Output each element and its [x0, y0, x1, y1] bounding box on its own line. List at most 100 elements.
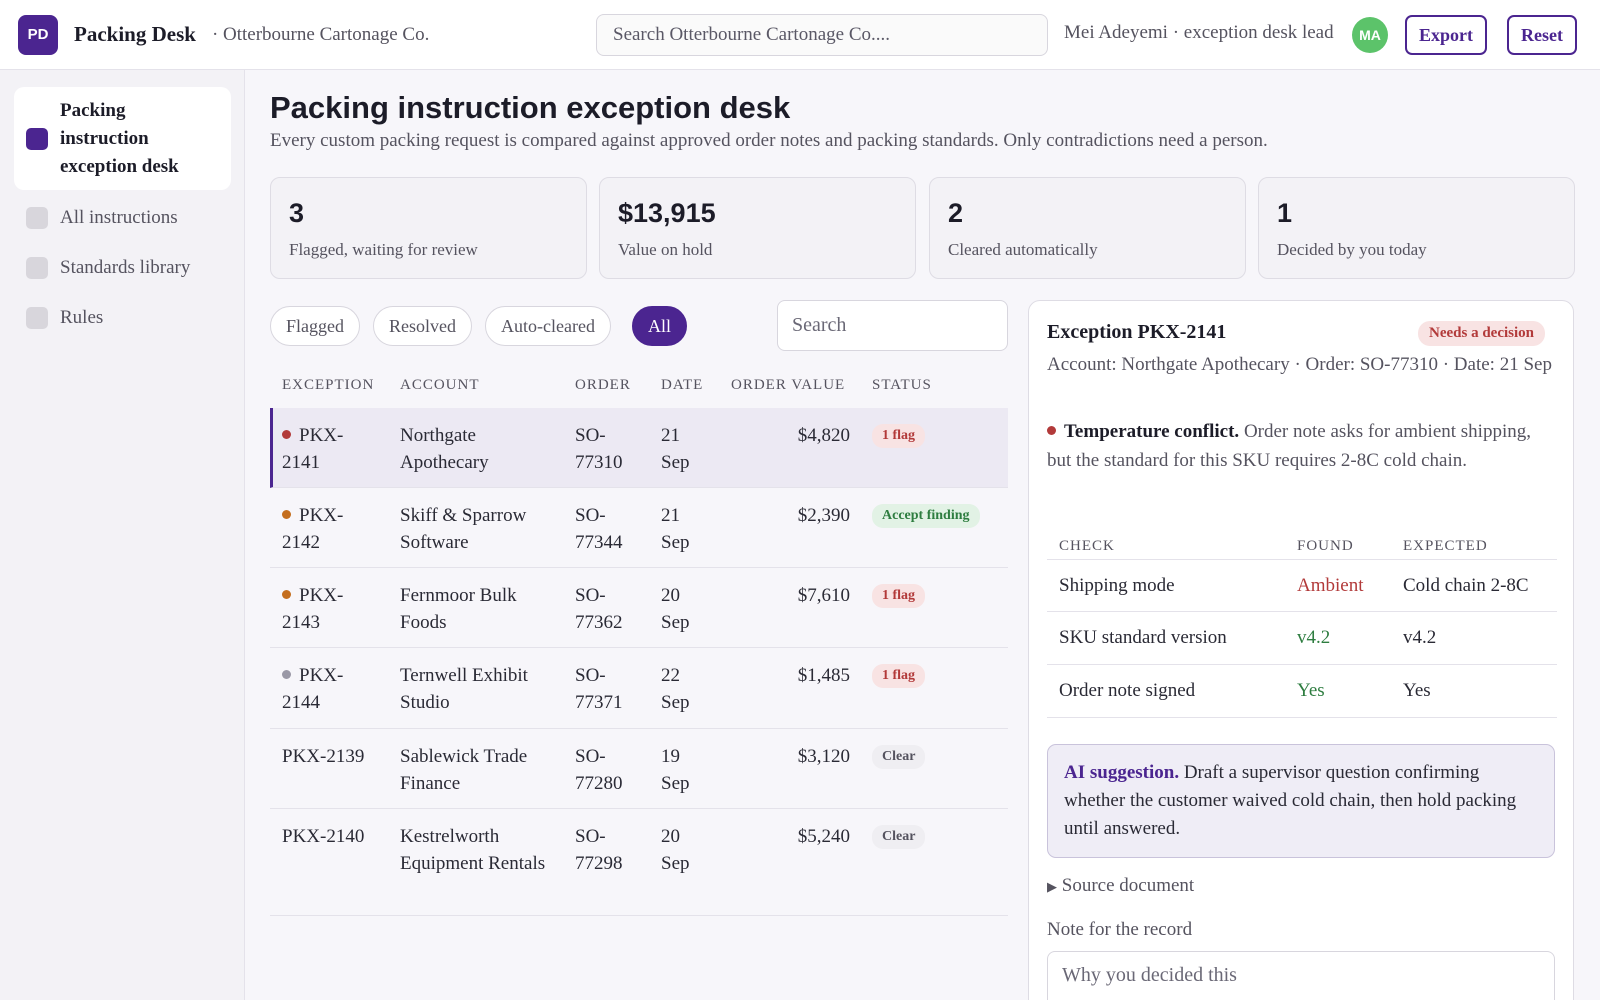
sidebar-item-all-instructions[interactable]: All instructions: [14, 203, 231, 233]
status-badge: Clear: [872, 745, 926, 769]
column-header-order[interactable]: ORDER: [575, 377, 631, 393]
status-dot-icon: [282, 590, 291, 600]
sidebar-item-rules[interactable]: Rules: [14, 303, 231, 333]
note-label: Note for the record: [1047, 919, 1193, 940]
sidebar-item-standards-library[interactable]: Standards library: [14, 253, 231, 283]
global-search-input[interactable]: [596, 14, 1048, 56]
check-row: Shipping mode Ambient Cold chain 2-8C: [1047, 559, 1557, 612]
table-row[interactable]: PKX-2144 Ternwell Exhibit Studio SO-77371 2…: [270, 648, 1008, 729]
sidebar-item-label: Standards library: [60, 257, 191, 278]
cell-date: 22 Sep: [661, 665, 690, 713]
table-row[interactable]: PKX-2142 Skiff & Sparrow Software SO-77344…: [270, 488, 1008, 568]
stat-value: 1: [1277, 198, 1293, 228]
flag-dot-icon: [1047, 426, 1056, 436]
filter-chip-flagged[interactable]: Flagged: [270, 306, 360, 346]
status-badge: Needs a decision: [1418, 321, 1545, 346]
status-badge: 1 flag: [872, 584, 926, 608]
cell-date: 21 Sep: [661, 425, 690, 473]
app-name: Packing Desk: [74, 22, 196, 46]
filter-chip-all[interactable]: All: [632, 306, 688, 346]
cell-order: SO-77280: [575, 746, 623, 794]
table-row[interactable]: PKX-2139 Sablewick Trade Finance SO-77280 1…: [270, 729, 1008, 809]
filter-chip-resolved[interactable]: Resolved: [373, 306, 472, 346]
note-input[interactable]: [1047, 951, 1555, 1000]
source-document-toggle[interactable]: ▶ Source document: [1047, 875, 1194, 897]
status-badge: Clear: [872, 825, 926, 849]
detail-meta: Account: Northgate Apothecary · Order: S…: [1047, 354, 1552, 375]
stat-card-value-on-hold: $13,915 Value on hold: [599, 177, 916, 279]
stat-label: Decided by you today: [1277, 240, 1427, 259]
detail-panel: Exception PKX-2141 Needs a decision Acco…: [1028, 300, 1574, 1000]
cell-date: 19 Sep: [661, 746, 690, 794]
sidebar-item-label: Rules: [60, 307, 104, 328]
sidebar: Packing instruction exception desk All i…: [0, 70, 245, 1000]
cell-value: $7,610: [797, 585, 850, 606]
check-expected: Cold chain 2-8C: [1403, 575, 1529, 596]
exception-id: PKX-2139: [282, 746, 365, 767]
cell-account: Kestrelworth Equipment Rentals: [400, 826, 546, 874]
exception-id: PKX-2144: [282, 665, 344, 713]
cell-account: Skiff & Sparrow Software: [400, 505, 527, 553]
status-dot-icon: [282, 430, 291, 440]
source-document-label: Source document: [1061, 875, 1195, 896]
cell-account: Fernmoor Bulk Foods: [400, 585, 517, 633]
column-header-date[interactable]: DATE: [661, 377, 704, 393]
check-expected: Yes: [1403, 680, 1431, 701]
cell-order: SO-77362: [575, 585, 623, 633]
table-row[interactable]: PKX-2143 Fernmoor Bulk Foods SO-77362 20 Se…: [270, 568, 1008, 648]
stat-label: Flagged, waiting for review: [289, 240, 478, 259]
cell-value: $4,820: [797, 425, 850, 446]
sidebar-item-exception-desk[interactable]: Packing instruction exception desk: [14, 87, 231, 190]
export-button[interactable]: Export: [1405, 15, 1487, 55]
sidebar-item-label: Packing instruction exception desk: [60, 99, 179, 177]
nav-square-icon: [26, 307, 48, 329]
page-subtitle: Every custom packing request is compared…: [270, 130, 1268, 151]
check-column-header: CHECK: [1059, 538, 1115, 554]
reset-button[interactable]: Reset: [1507, 15, 1577, 55]
finding-text: Order note asks for ambient shipping, bu…: [1047, 421, 1531, 471]
check-name: SKU standard version: [1059, 627, 1227, 648]
stat-card-decided: 1 Decided by you today: [1258, 177, 1575, 279]
check-found: Ambient: [1297, 575, 1364, 596]
avatar[interactable]: MA: [1352, 17, 1388, 53]
status-dot-icon: [282, 510, 291, 520]
cell-order: SO-77298: [575, 826, 623, 874]
disclosure-triangle-icon: ▶: [1047, 879, 1057, 894]
ai-suggestion-box: AI suggestion. Draft a supervisor questi…: [1047, 744, 1555, 858]
column-header-status[interactable]: STATUS: [872, 377, 932, 393]
sidebar-item-label: All instructions: [60, 207, 178, 228]
cell-date: 21 Sep: [661, 505, 690, 553]
status-dot-icon: [282, 670, 291, 680]
ai-suggestion-label: AI suggestion.: [1064, 762, 1180, 783]
cell-exception-id: PKX-2139: [282, 743, 377, 770]
check-name: Shipping mode: [1059, 575, 1175, 596]
stat-value: 3: [289, 198, 305, 228]
cell-date: 20 Sep: [661, 585, 690, 633]
column-header-order-value[interactable]: ORDER VALUE: [731, 377, 846, 393]
status-badge: Accept finding: [872, 504, 980, 528]
column-header-exception[interactable]: EXCEPTION: [282, 377, 375, 393]
org-name: · Otterbourne Cartonage Co.: [211, 23, 430, 45]
found-column-header: FOUND: [1297, 538, 1354, 554]
stat-label: Value on hold: [618, 240, 713, 259]
cell-account: Sablewick Trade Finance: [400, 746, 528, 794]
filter-chip-auto-cleared[interactable]: Auto-cleared: [485, 306, 611, 346]
nav-square-icon: [26, 207, 48, 229]
nav-square-icon: [26, 127, 48, 150]
cell-exception-id: PKX-2140: [282, 823, 377, 850]
stat-value: 2: [948, 198, 964, 228]
cell-exception-id: PKX-2144: [282, 662, 377, 716]
cell-order: SO-77310: [575, 425, 623, 473]
stat-label: Cleared automatically: [948, 240, 1098, 259]
check-expected: v4.2: [1403, 627, 1437, 648]
column-header-account[interactable]: ACCOUNT: [400, 377, 480, 393]
cell-exception-id: PKX-2143: [282, 582, 377, 636]
cell-date: 20 Sep: [661, 826, 690, 874]
check-row: Order note signed Yes Yes: [1047, 665, 1557, 718]
list-search-input[interactable]: [777, 300, 1008, 351]
cell-value: $3,120: [797, 746, 850, 767]
table-row[interactable]: PKX-2141 Northgate Apothecary SO-77310 21 S…: [270, 408, 1008, 488]
cell-value: $2,390: [797, 505, 850, 526]
stat-value: $13,915: [618, 198, 716, 228]
table-row[interactable]: PKX-2140 Kestrelworth Equipment Rentals SO…: [270, 809, 1008, 916]
